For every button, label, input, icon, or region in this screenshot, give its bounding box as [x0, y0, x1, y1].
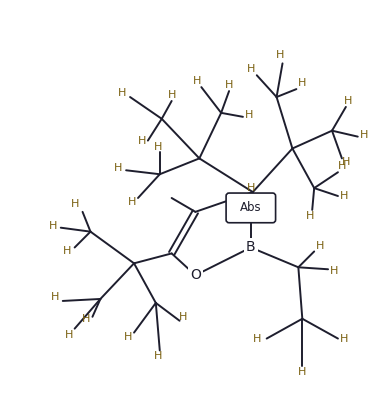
Text: B: B — [246, 241, 256, 254]
Text: H: H — [114, 163, 123, 173]
Text: H: H — [298, 78, 307, 88]
Text: H: H — [340, 191, 348, 201]
Text: H: H — [344, 96, 352, 106]
Text: H: H — [298, 367, 307, 377]
Text: H: H — [246, 64, 255, 74]
Text: H: H — [138, 135, 146, 146]
Text: H: H — [193, 76, 201, 86]
Text: H: H — [306, 211, 314, 221]
Text: H: H — [49, 221, 57, 231]
Text: H: H — [128, 197, 136, 207]
Text: H: H — [338, 161, 346, 171]
FancyBboxPatch shape — [226, 193, 276, 223]
Text: H: H — [154, 352, 162, 361]
Text: H: H — [62, 246, 71, 256]
Text: H: H — [340, 333, 348, 344]
Text: O: O — [190, 268, 201, 282]
Text: H: H — [70, 199, 79, 209]
Text: H: H — [168, 90, 176, 100]
Text: H: H — [342, 157, 350, 167]
Text: H: H — [245, 110, 253, 120]
Text: H: H — [65, 329, 73, 340]
Text: H: H — [253, 333, 261, 344]
Text: H: H — [118, 88, 126, 98]
Text: H: H — [225, 80, 233, 90]
Text: H: H — [330, 266, 338, 276]
Text: Abs: Abs — [240, 201, 262, 214]
Text: H: H — [276, 51, 285, 60]
Text: H: H — [82, 314, 91, 324]
Text: H: H — [246, 183, 255, 193]
Text: H: H — [124, 331, 132, 342]
Text: H: H — [154, 141, 162, 152]
Text: H: H — [316, 241, 324, 250]
Text: H: H — [51, 292, 59, 302]
Text: H: H — [179, 312, 188, 322]
Text: H: H — [359, 130, 368, 140]
